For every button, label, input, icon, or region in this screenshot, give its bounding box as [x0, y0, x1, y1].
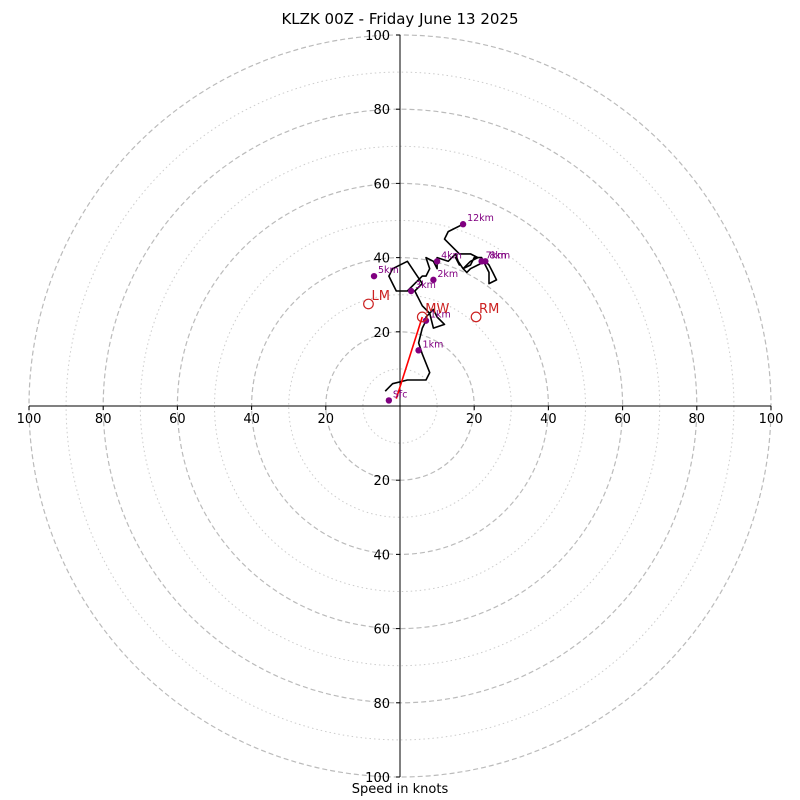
storm-motion-label: LM	[371, 289, 389, 304]
x-tick-label: 100	[17, 412, 42, 427]
height-marker-label: 8km	[489, 250, 510, 261]
x-tick-label: 40	[243, 412, 260, 427]
x-tick-label: 100	[759, 412, 784, 427]
storm-motion-marker	[470, 311, 482, 323]
height-marker-point	[370, 272, 378, 280]
height-marker-label: 3km	[415, 280, 436, 291]
y-tick-label: 80	[373, 697, 390, 712]
height-marker-point	[407, 287, 415, 295]
storm-motion-marker	[416, 311, 428, 323]
y-tick-label: 40	[373, 252, 390, 267]
height-marker-point	[385, 397, 393, 404]
y-tick-label: 20	[373, 326, 390, 341]
height-marker-label: 7km	[486, 250, 507, 261]
y-tick-label: 20	[373, 474, 390, 489]
y-tick-label: 60	[373, 623, 390, 638]
height-marker-label: Sfc	[393, 389, 408, 400]
height-marker-label: 12km	[467, 213, 494, 224]
x-tick-label: 60	[169, 412, 186, 427]
x-tick-label: 80	[689, 412, 706, 427]
y-tick-label: 100	[365, 29, 390, 44]
height-marker-label: 4km	[441, 250, 462, 261]
storm-motion-label: RM	[479, 302, 499, 317]
x-tick-label: 20	[318, 412, 335, 427]
x-axis-label: Speed in knots	[351, 782, 449, 797]
x-tick-label: 20	[466, 412, 483, 427]
height-marker-label: 5km	[378, 265, 399, 276]
y-tick-label: 40	[373, 548, 390, 563]
storm-motion-marker	[363, 298, 374, 310]
x-tick-label: 80	[95, 412, 112, 427]
height-marker-label: 2km	[437, 269, 458, 280]
storm-motion-label: MW	[425, 302, 449, 317]
y-tick-label: 80	[373, 103, 390, 118]
shear-vector-line	[395, 316, 424, 399]
height-marker-label: 1km	[430, 310, 451, 321]
height-marker-point	[415, 347, 422, 354]
chart-title: KLZK 00Z - Friday June 13 2025	[281, 10, 519, 28]
x-tick-label: 40	[540, 412, 557, 427]
height-marker-point	[430, 276, 437, 284]
y-tick-label: 100	[365, 771, 390, 786]
x-tick-label: 60	[614, 412, 631, 427]
height-marker-label: 1km	[423, 339, 444, 350]
height-marker-point	[482, 258, 489, 265]
height-marker-point	[433, 258, 441, 265]
y-tick-label: 60	[373, 177, 390, 192]
height-marker-point	[459, 221, 467, 228]
